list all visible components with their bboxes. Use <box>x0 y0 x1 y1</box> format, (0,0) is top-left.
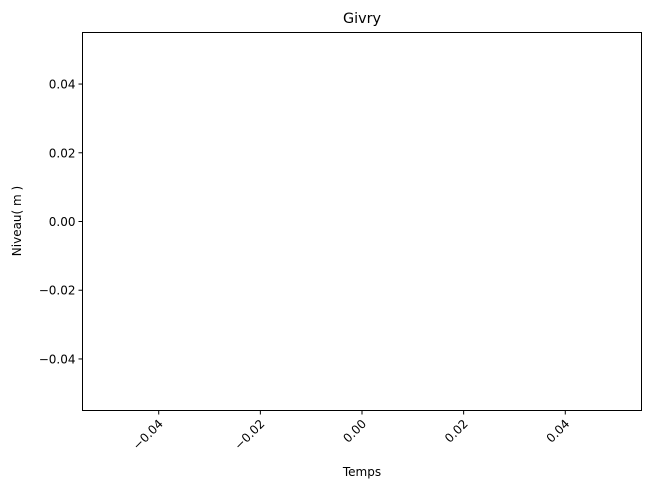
x-axis: −0.04 −0.02 0.00 0.02 0.04 <box>130 410 573 453</box>
y-axis: −0.04 −0.02 0.00 0.02 0.04 <box>39 78 83 366</box>
x-tick-label: −0.04 <box>130 417 166 453</box>
y-tick-label: 0.02 <box>49 146 76 160</box>
x-tick-label: −0.02 <box>232 417 268 453</box>
x-axis-label: Temps <box>342 465 381 479</box>
x-tick-label: 0.02 <box>442 417 471 446</box>
y-tick-label: 0.04 <box>49 78 76 92</box>
y-tick-label: −0.02 <box>39 284 76 298</box>
y-tick-label: −0.04 <box>39 352 76 366</box>
chart-title: Givry <box>343 11 382 27</box>
plot-area <box>82 32 642 411</box>
x-tick-label: 0.00 <box>340 417 369 446</box>
x-tick-label: 0.04 <box>544 417 573 446</box>
y-tick-label: 0.00 <box>49 215 76 229</box>
y-axis-label: Niveau( m ) <box>10 186 24 256</box>
